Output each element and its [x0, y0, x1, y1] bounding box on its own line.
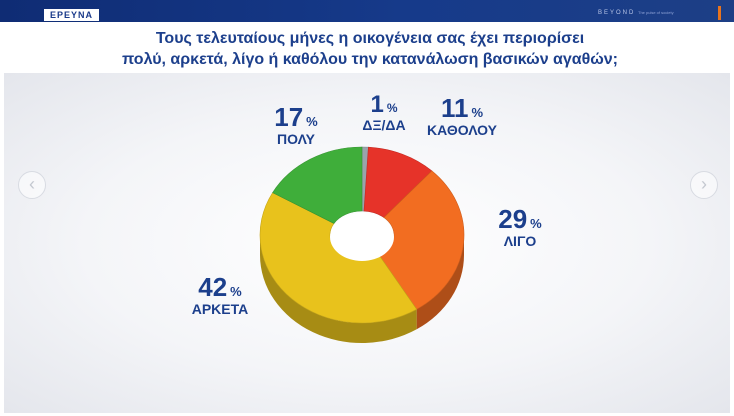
partner-tagline: The pulse of society — [638, 10, 674, 15]
slice-value-λιγο: 29% — [498, 204, 542, 234]
slice-labels: 1 %ΔΞ/ΔΑ 11 %ΚΑΘΟΛΟΥ 29 %ΛΙΓΟ 42 %ΑΡΚΕΤΑ 17 %ΠΟΛΥ — [192, 91, 542, 317]
donut-hole — [330, 213, 394, 261]
slice-λιγο — [378, 170, 465, 310]
donut-sides — [260, 235, 464, 343]
next-slide-button[interactable]: › — [690, 171, 718, 199]
top-bar: ΕΡΕΥΝΑ BEYOND The pulse of society — [0, 0, 734, 22]
slice-label-δξ/δα: ΔΞ/ΔΑ — [362, 117, 405, 133]
brand-logo: ΕΡΕΥΝΑ — [44, 9, 100, 21]
chart-title: Τους τελευταίους μήνες η οικογένεια σας … — [60, 28, 680, 70]
slice-side-αρκετα — [260, 235, 417, 343]
slice-value-αρκετα: 42% — [198, 272, 242, 302]
previous-slide-button[interactable]: ‹ — [18, 171, 46, 199]
slice-πολυ — [272, 146, 363, 224]
slice-value-δξ/δα: 1% — [370, 91, 397, 118]
slice-label-καθολου: ΚΑΘΟΛΟΥ — [427, 122, 498, 138]
slice-label-πολυ: ΠΟΛΥ — [277, 131, 316, 147]
slice-value-καθολου: 11% — [441, 93, 484, 123]
slice-label-αρκετα: ΑΡΚΕΤΑ — [192, 301, 249, 317]
partner-logo: BEYOND — [598, 10, 636, 16]
slice-label-λιγο: ΛΙΓΟ — [504, 233, 537, 249]
slice-side-λιγο — [416, 235, 464, 330]
slice-value-πολυ: 17% — [274, 102, 318, 132]
chart-title-line1: Τους τελευταίους μήνες η οικογένεια σας … — [155, 30, 585, 47]
donut-top — [259, 146, 465, 324]
chart-title-line2: πολύ, αρκετά, λίγο ή καθόλου την κατανάλ… — [121, 51, 618, 68]
accent-mark — [718, 6, 721, 20]
